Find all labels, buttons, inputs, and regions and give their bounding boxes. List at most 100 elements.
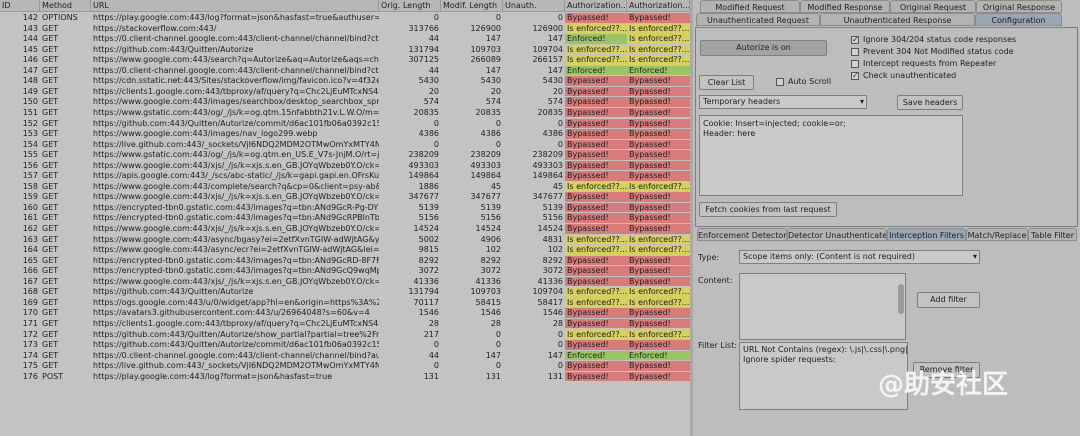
tab[interactable]: Original Response — [976, 0, 1062, 13]
table-cell: https://live.github.com:443/_sockets/VjI… — [93, 139, 379, 149]
status-cell: Bypassed! — [627, 129, 690, 140]
status-cell: Bypassed! — [627, 202, 690, 214]
table-cell: 147 — [547, 350, 563, 360]
tab[interactable]: Configuration — [975, 13, 1062, 26]
table-cell: https://clients1.google.com:443/tbproxy/… — [93, 86, 379, 96]
table-cell: 176 — [22, 371, 38, 381]
checkbox[interactable] — [851, 48, 859, 56]
column-header: Orig. Length — [379, 0, 441, 12]
table-cell: GET — [42, 287, 59, 297]
tab[interactable]: Modified Response — [800, 0, 890, 13]
tab[interactable]: Match/Replace — [966, 228, 1028, 241]
fetch-cookies-button[interactable]: Fetch cookies from last request — [699, 202, 837, 217]
status-cell: Is enforced??... — [627, 297, 690, 309]
table-cell: 44 — [428, 350, 439, 360]
table-cell: 0 — [495, 118, 501, 128]
status-cell: Bypassed! — [565, 340, 627, 351]
table-cell: https://apis.google.com:443/_/scs/abc-st… — [93, 171, 379, 181]
table-cell: 5156 — [480, 213, 501, 223]
status-cell: Bypassed! — [565, 318, 627, 330]
status-cell: Is enforced??... — [565, 287, 627, 298]
status-cell: Bypassed! — [627, 308, 690, 319]
tab[interactable]: Table Filter — [1028, 228, 1077, 241]
table-cell: 5139 — [542, 202, 563, 212]
content-textarea[interactable] — [739, 273, 906, 340]
table-cell: https://www.google.com:443/search?q=Auto… — [93, 55, 379, 65]
tab[interactable]: Modified Request — [700, 0, 800, 13]
table-cell: 146 — [22, 55, 38, 65]
table-cell: 174 — [22, 350, 38, 360]
table-cell: 347677 — [408, 192, 439, 202]
status-cell: Enforced! — [627, 65, 690, 77]
table-cell: 0 — [557, 13, 563, 22]
dropdown-value: Temporary headers — [703, 97, 781, 106]
table-cell: 3072 — [542, 266, 563, 276]
autorize-toggle[interactable]: Autorize is on — [700, 40, 827, 56]
type-dropdown[interactable]: Scope items only: (Content is not requir… — [739, 250, 980, 264]
table-cell: 0 — [495, 340, 501, 350]
table-cell: 5430 — [480, 76, 501, 86]
table-cell: 157 — [22, 171, 38, 181]
status-cell: Bypassed! — [565, 160, 627, 172]
table-cell: GET — [42, 245, 59, 255]
table-cell: https://encrypted-tbn0.gstatic.com:443/i… — [93, 266, 379, 276]
table-cell: GET — [42, 86, 59, 96]
auto-scroll-checkbox[interactable] — [776, 78, 784, 86]
status-cell: Enforced! — [565, 34, 627, 45]
status-cell: Bypassed! — [565, 150, 627, 161]
tab[interactable]: Enforcement Detector — [697, 228, 787, 241]
table-cell: 5430 — [418, 76, 439, 86]
table-cell: 28 — [552, 318, 563, 328]
status-cell: Bypassed! — [565, 86, 627, 98]
table-cell: GET — [42, 97, 59, 107]
status-cell: Bypassed! — [565, 97, 627, 108]
checkbox[interactable]: ✓ — [851, 35, 859, 44]
headers-dropdown[interactable]: Temporary headers ▾ — [699, 95, 867, 109]
table-cell: 0 — [433, 361, 439, 371]
table-cell: 5156 — [418, 213, 439, 223]
clear-list-button[interactable]: Clear List — [699, 75, 754, 90]
status-cell: Is enforced??... — [565, 297, 627, 309]
table-cell: 8292 — [480, 255, 501, 265]
headers-textarea[interactable]: Cookie: Insert=injected; cookie=or; Head… — [699, 115, 963, 196]
tab[interactable]: Original Request — [890, 0, 976, 13]
status-cell: Bypassed! — [565, 224, 627, 235]
table-cell: https://github.com:443/Quitten/Autorize/… — [93, 340, 379, 350]
tab[interactable]: Unauthenticated Response — [820, 13, 975, 26]
status-cell: Bypassed! — [627, 213, 690, 224]
results-table: ID Method URL Orig. Length Modif. Length Unau… — [0, 0, 690, 436]
table-cell: 147 — [22, 65, 38, 75]
table-cell: 28 — [428, 318, 439, 328]
status-cell: Is enforced??... — [565, 245, 627, 256]
table-cell: 0 — [557, 118, 563, 128]
table-cell: 347677 — [470, 192, 501, 202]
table-cell: 45 — [552, 181, 563, 191]
status-cell: Is enforced??... — [565, 234, 627, 246]
table-cell: 217 — [423, 329, 439, 339]
table-cell: 14524 — [475, 224, 501, 233]
add-filter-button[interactable]: Add filter — [917, 292, 980, 308]
tab[interactable]: Unauthenticated Request — [696, 13, 820, 26]
table-cell: 0 — [495, 329, 501, 339]
tab[interactable]: Detector Unauthenticated — [787, 228, 887, 241]
table-cell: 0 — [495, 13, 501, 22]
status-cell: Bypassed! — [565, 13, 627, 24]
table-cell: GET — [42, 181, 59, 191]
status-cell: Bypassed! — [627, 192, 690, 203]
table-cell: GET — [42, 213, 59, 223]
save-headers-button[interactable]: Save headers — [897, 95, 963, 110]
table-cell: 0 — [433, 13, 439, 22]
table-cell: 131 — [485, 371, 501, 381]
table-cell: 102 — [547, 245, 563, 255]
status-cell: Is enforced??... — [627, 181, 690, 193]
tab[interactable]: Interception Filters — [887, 228, 966, 241]
status-cell: Is enforced??... — [627, 234, 690, 246]
table-cell: 3072 — [418, 266, 439, 276]
table-cell: https://www.google.com:443/complete/sear… — [93, 181, 379, 191]
table-cell: 173 — [22, 340, 38, 350]
checkbox[interactable]: ✓ — [851, 71, 859, 80]
checkbox[interactable] — [851, 60, 859, 68]
table-cell: 493303 — [532, 160, 563, 170]
remove-filter-button[interactable]: Remove filter — [913, 362, 980, 378]
table-cell: OPTIONS — [42, 13, 78, 22]
